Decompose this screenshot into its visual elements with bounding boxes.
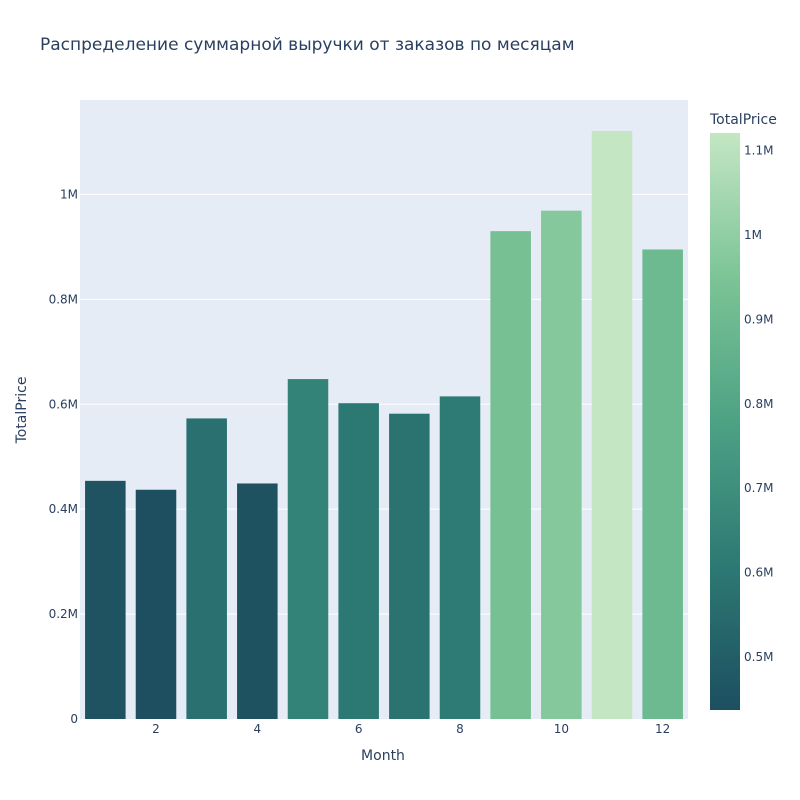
colorbar-title: TotalPrice — [709, 112, 777, 128]
chart-title: Распределение суммарной выручки от заказ… — [40, 35, 575, 55]
colorbar-ticks: 0.5M 0.6M 0.7M 0.8M 0.9M 1M 1.1M — [744, 144, 773, 664]
y-axis-ticks: 0 0.2M 0.4M 0.6M 0.8M 1M — [49, 187, 78, 726]
y-tick-label: 1M — [60, 187, 78, 201]
y-tick-label: 0.6M — [49, 397, 78, 411]
bar-month-10 — [541, 210, 582, 719]
x-tick-label: 4 — [254, 722, 262, 736]
colorbar: TotalPrice 0.5M 0.6M 0.7M 0.8M 0.9M 1M 1.1M — [709, 112, 777, 710]
colorbar-tick-label: 0.7M — [744, 481, 773, 495]
bar-month-6 — [338, 403, 379, 719]
colorbar-tick-label: 0.8M — [744, 397, 773, 411]
y-tick-label: 0.2M — [49, 607, 78, 621]
y-tick-label: 0.4M — [49, 502, 78, 516]
x-axis-ticks: 2 4 6 8 10 12 — [152, 722, 670, 736]
y-tick-label: 0 — [70, 712, 78, 726]
y-tick-label: 0.8M — [49, 292, 78, 306]
colorbar-tick-label: 1M — [744, 228, 762, 242]
bar-month-8 — [439, 396, 481, 719]
x-tick-label: 6 — [355, 722, 363, 736]
bar-month-4 — [237, 483, 278, 719]
colorbar-tick-label: 1.1M — [744, 144, 773, 158]
bar-month-1 — [85, 480, 126, 719]
bars — [85, 130, 683, 719]
bar-month-9 — [490, 231, 531, 719]
bar-month-11 — [591, 130, 633, 719]
colorbar-gradient — [710, 133, 740, 710]
x-tick-label: 2 — [152, 722, 160, 736]
colorbar-tick-label: 0.9M — [744, 312, 773, 326]
colorbar-tick-label: 0.6M — [744, 565, 773, 579]
x-tick-label: 10 — [554, 722, 569, 736]
bar-month-2 — [135, 489, 177, 719]
bar-month-12 — [642, 249, 683, 719]
bar-month-7 — [389, 413, 430, 719]
x-tick-label: 12 — [655, 722, 670, 736]
colorbar-tick-label: 0.5M — [744, 650, 773, 664]
x-tick-label: 8 — [456, 722, 464, 736]
gridlines — [80, 193, 688, 615]
plot-area — [80, 100, 688, 719]
bar-month-5 — [287, 379, 329, 719]
x-axis-title: Month — [361, 748, 405, 764]
bar-month-3 — [186, 418, 227, 719]
y-axis-title: TotalPrice — [14, 377, 30, 445]
